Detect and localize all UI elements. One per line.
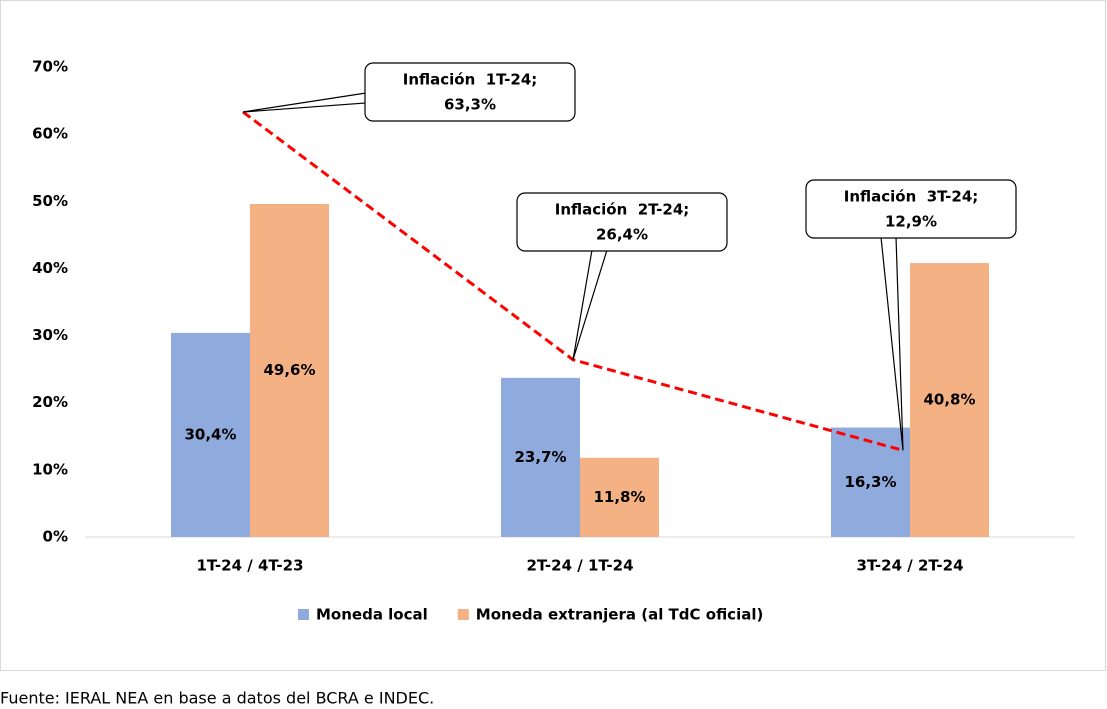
data-label: 40,8% xyxy=(923,391,975,409)
legend-swatch xyxy=(298,609,309,620)
data-label: 49,6% xyxy=(263,361,315,379)
bar xyxy=(910,263,989,537)
callout-pointer xyxy=(572,249,608,360)
callout-joint xyxy=(366,93,369,103)
data-label: 16,3% xyxy=(844,473,896,491)
data-label: 23,7% xyxy=(514,448,566,466)
x-tick-label: 1T-24 / 4T-23 xyxy=(196,557,303,575)
y-tick-label: 60% xyxy=(32,125,68,143)
annotation-value: 12,9% xyxy=(885,213,937,231)
annotation-value: 63,3% xyxy=(444,96,496,114)
y-tick-label: 20% xyxy=(32,393,68,411)
data-label: 30,4% xyxy=(184,425,236,443)
callout-joint xyxy=(592,247,607,250)
bar xyxy=(171,332,250,537)
annotation-value: 26,4% xyxy=(596,226,648,244)
y-tick-label: 40% xyxy=(32,259,68,277)
data-label: 11,8% xyxy=(593,488,645,506)
y-tick-label: 50% xyxy=(32,192,68,210)
x-tick-label: 2T-24 / 1T-24 xyxy=(526,557,633,575)
chart-border xyxy=(0,0,1106,671)
callout-box xyxy=(805,179,1017,239)
legend-swatch xyxy=(457,609,469,620)
bar xyxy=(250,203,329,537)
annotation: Inflación 3T-24; xyxy=(844,188,979,206)
annotation: Inflación 1T-24; xyxy=(403,71,538,89)
bar xyxy=(580,457,659,537)
callout-box xyxy=(516,192,728,252)
y-tick-label: 10% xyxy=(32,460,68,478)
callout-pointer xyxy=(242,92,367,113)
bar xyxy=(831,427,910,537)
y-tick-label: 70% xyxy=(32,58,68,76)
legend-label: Moneda extranjera (al TdC oficial) xyxy=(476,606,764,624)
y-tick-label: 0% xyxy=(43,528,68,546)
y-tick-label: 30% xyxy=(32,326,68,344)
callout-pointer xyxy=(880,236,904,451)
source-note: Fuente: IERAL NEA en base a datos del BC… xyxy=(0,689,434,708)
callout-box xyxy=(364,62,576,122)
annotation: Inflación 2T-24; xyxy=(555,201,690,219)
x-tick-label: 3T-24 / 2T-24 xyxy=(856,557,963,575)
legend-label: Moneda local xyxy=(316,606,428,624)
callout-joint xyxy=(881,234,896,237)
bar xyxy=(501,377,580,537)
